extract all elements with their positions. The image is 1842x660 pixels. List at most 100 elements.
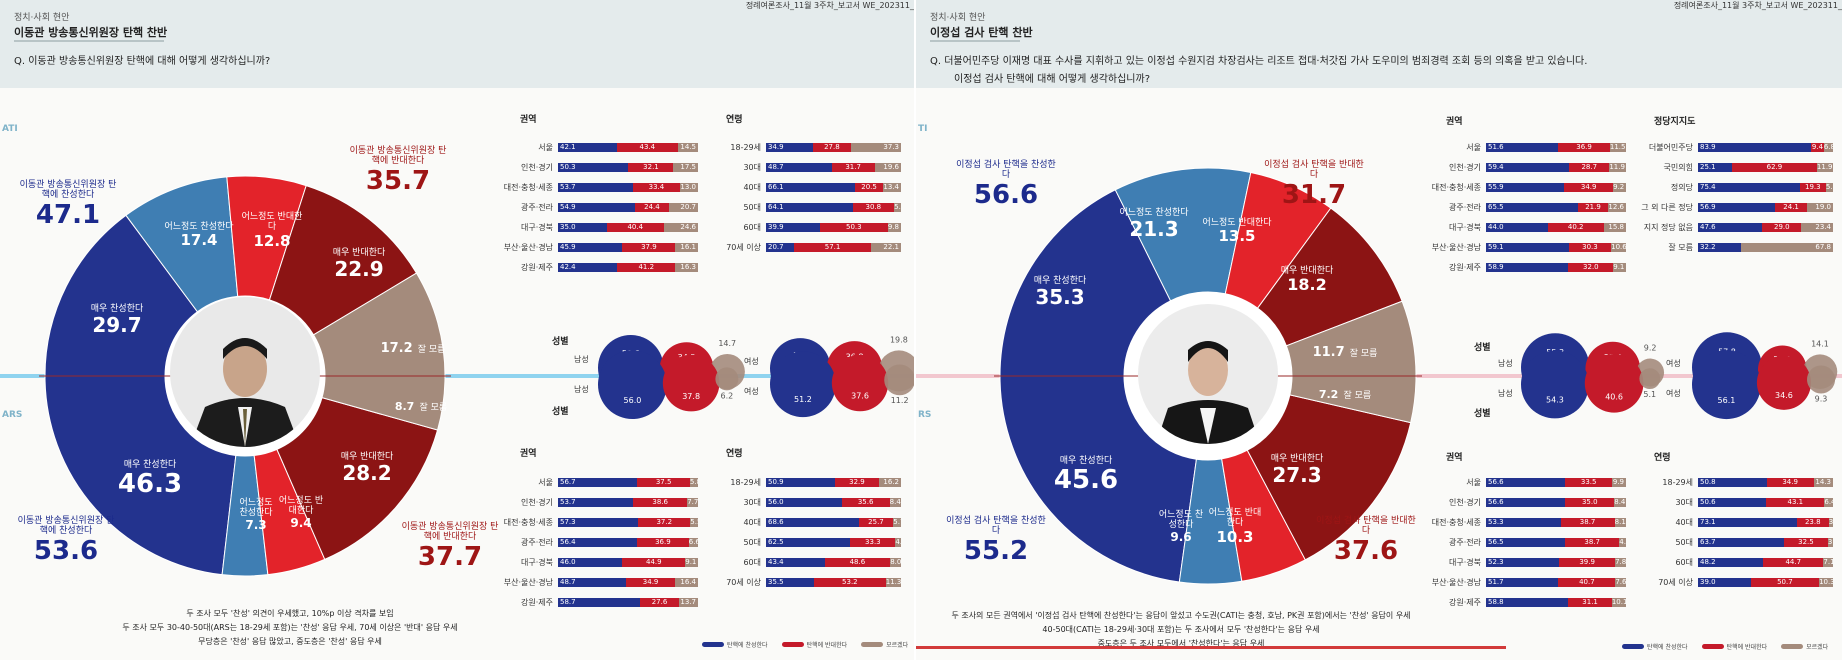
region-top-row: 대전·충청·세종 53.7 33.4 13.0: [504, 183, 698, 192]
region-top-category-label: 대구·경북: [1449, 223, 1481, 232]
age-top-bar-segment-unknown: 9.8: [887, 223, 901, 232]
age-top-bar-segment-unknown: 13.4: [882, 183, 901, 192]
region-bottom-bar-segment-unknown: 16.4: [675, 578, 698, 587]
seg-very-support-top: 매우 찬성한다 35.3: [1024, 276, 1096, 309]
region-bottom-row: 대전·충청·세종 57.337.25.5: [504, 518, 698, 527]
region-bottom-category-label: 대구·경북: [521, 558, 553, 567]
party-top-bar: 56.9 24.1 19.0: [1698, 203, 1833, 212]
region-bottom-bar-segment-oppose: 37.2: [638, 518, 691, 527]
age-top-bar-segment-oppose: 30.8: [852, 203, 895, 212]
bottom-support-value: 53.6: [33, 535, 99, 566]
age-top-bar-segment-unknown: 22.1: [871, 243, 901, 252]
gender-bubble-unknown: [1639, 368, 1661, 389]
region-bottom-bar-segment-unknown: 13.7: [678, 598, 698, 607]
gender-bubble-support: [598, 350, 667, 420]
top-oppose-total: 이정섭 검사 탄핵을 반대한다 31.7: [1264, 160, 1364, 211]
region-bottom-bar-segment-support: 53.3: [1486, 518, 1561, 527]
gender-bubble-unknown: [715, 367, 739, 391]
age-bottom-row: 60대 48.2 44.7 7.1: [1675, 558, 1833, 567]
female-label-top: 여성: [1666, 359, 1681, 368]
age-top-category-label: 40대: [743, 183, 761, 192]
age-top-bar: 64.130.85.1: [766, 203, 901, 212]
legend-item-oppose: 탄핵에 반대한다: [781, 640, 847, 649]
region-top-bar-segment-support: 42.4: [558, 263, 618, 272]
region-bottom-category-label: 광주·전라: [521, 538, 553, 547]
region-top-bar-segment-unknown: 17.5: [673, 163, 698, 172]
region-bottom-bar-segment-oppose: 27.6: [640, 598, 679, 607]
age-bottom-bar-segment-support: 35.5: [766, 578, 814, 587]
region-bottom-row: 인천·경기 56.6 35.0 8.4: [1449, 498, 1626, 507]
region-top-bar-segment-unknown: 14.5: [677, 143, 698, 152]
legend-item-unknown: 모르겠다: [861, 640, 908, 649]
region-bottom-bar-segment-support: 48.7: [558, 578, 627, 587]
region-top-bar-segment-unknown: 16.1: [675, 243, 698, 252]
person-photo-right: [1138, 304, 1278, 444]
party-top-bar-segment-oppose: 19.3: [1799, 183, 1826, 192]
region-bottom-row: 서울 56.6 33.5 9.9: [1466, 478, 1626, 487]
age-top-bar-segment-oppose: 20.5: [855, 183, 883, 192]
region-top-bar-segment-support: 65.5: [1486, 203, 1578, 212]
region-bottom-category-label: 부산·울산·경남: [1431, 578, 1481, 587]
party-top-row: 잘 모름 32.2 67.8: [1668, 243, 1833, 252]
age-top-row: 30대 48.7 31.7 19.6: [743, 163, 901, 172]
age-bottom-bar-segment-unknown: 10.3: [1819, 578, 1833, 587]
age-bottom-row: 40대 68.625.75.7: [743, 518, 901, 527]
age-bottom-bar-segment-unknown: 14.3: [1813, 478, 1833, 487]
age-bottom-category-label: 70세 이상: [1658, 578, 1693, 587]
gender-bubble-oppose: [1756, 355, 1812, 410]
region-top-row: 대구·경북 44.0 40.2 15.8: [1449, 223, 1626, 232]
male-label-bottom: 남성: [1498, 389, 1513, 398]
age-bottom-category-label: 40대: [743, 518, 761, 527]
region-top-bar-segment-oppose: 43.4: [616, 143, 678, 152]
region-bottom-bar: 52.3 39.9 7.8: [1486, 558, 1626, 567]
region-heading-bottom: 권역: [1446, 453, 1463, 463]
region-top-row: 서울 51.6 36.9 11.5: [1466, 143, 1626, 152]
seg-value: 9.6: [1170, 529, 1192, 544]
age-bottom-category-label: 50대: [743, 538, 761, 547]
age-top-category-label: 70세 이상: [726, 243, 761, 252]
region-bottom-bar-segment-unknown: 4.8: [1619, 538, 1626, 547]
legend-item-oppose: 탄핵에 반대한다: [1701, 642, 1767, 651]
region-bottom-bar-segment-oppose: 38.7: [1565, 538, 1620, 547]
age-bottom-row: 18-29세 50.8 34.9 14.3: [1662, 478, 1833, 487]
region-bottom-row: 부산·울산·경남 48.7 34.9 16.4: [504, 578, 698, 587]
gender-label-top: 성별: [552, 337, 569, 347]
top-oppose-total: 이동관 방송통신위원장 탄핵에 반대한다 35.7: [348, 146, 448, 197]
age-bottom-bar-segment-support: 43.4: [766, 558, 825, 567]
region-bottom-bar-segment-oppose: 33.5: [1565, 478, 1613, 487]
age-bottom-row: 50대 62.533.34.2: [743, 538, 901, 547]
age-bottom-category-label: 18-29세: [1662, 478, 1693, 487]
party-top-bar-segment-support: 56.9: [1698, 203, 1775, 212]
section-label: 정치·사회 현안: [930, 13, 986, 23]
age-bottom-row: 70세 이상 35.5 53.2 11.3: [726, 578, 901, 587]
age-bottom-category-label: 40대: [1675, 518, 1693, 527]
region-top-bar: 58.9 32.0 9.1: [1486, 263, 1626, 272]
age-bottom-bar: 50.9 32.9 16.2: [766, 478, 901, 487]
party-top-bar-segment-support: 83.9: [1698, 143, 1812, 152]
region-top-row: 서울 42.1 43.4 14.5: [538, 143, 698, 152]
source-label: 정례여론조사_11월 3주차_보고서 WE_202311_: [745, 1, 914, 10]
region-top-bar-segment-oppose: 30.3: [1568, 243, 1612, 252]
seg-some-support-top: 어느정도 찬성한다 21.3: [1112, 208, 1196, 241]
age-bottom-bar-segment-oppose: 48.6: [824, 558, 891, 567]
region-bottom-bar-segment-oppose: 39.9: [1559, 558, 1616, 567]
seg-caption: 매우 반대한다: [332, 248, 386, 258]
age-bottom-category-label: 60대: [743, 558, 761, 567]
age-top-category-label: 60대: [743, 223, 761, 232]
age-top-bar: 48.7 31.7 19.6: [766, 163, 901, 172]
region-bottom-category-label: 광주·전라: [1449, 538, 1481, 547]
region-top-category-label: 강원·제주: [1449, 263, 1481, 272]
age-top-bar: 66.1 20.5 13.4: [766, 183, 901, 192]
top-support-total: 이정섭 검사 탄핵을 찬성한다 56.6: [956, 160, 1056, 211]
age-bottom-bar-segment-unknown: 16.2: [879, 478, 901, 487]
region-top-bar-segment-support: 42.1: [558, 143, 617, 152]
region-bottom-row: 부산·울산·경남 51.7 40.7 7.6: [1432, 578, 1626, 587]
seg-value: 22.9: [334, 257, 384, 282]
seg-some-oppose-top: 어느정도 반대한다 12.8: [240, 212, 304, 250]
gender-bubble-oppose: [662, 354, 720, 412]
age-top-bar-segment-support: 39.9: [766, 223, 820, 232]
seg-some-support-bottom: 어느정도 찬성한다 9.6: [1156, 510, 1206, 544]
seg-caption: 매우 찬성한다: [123, 460, 177, 470]
seg-dont-know-top: 11.7 잘 모름: [1300, 342, 1390, 361]
seg-caption: 매우 찬성한다: [1059, 456, 1113, 466]
